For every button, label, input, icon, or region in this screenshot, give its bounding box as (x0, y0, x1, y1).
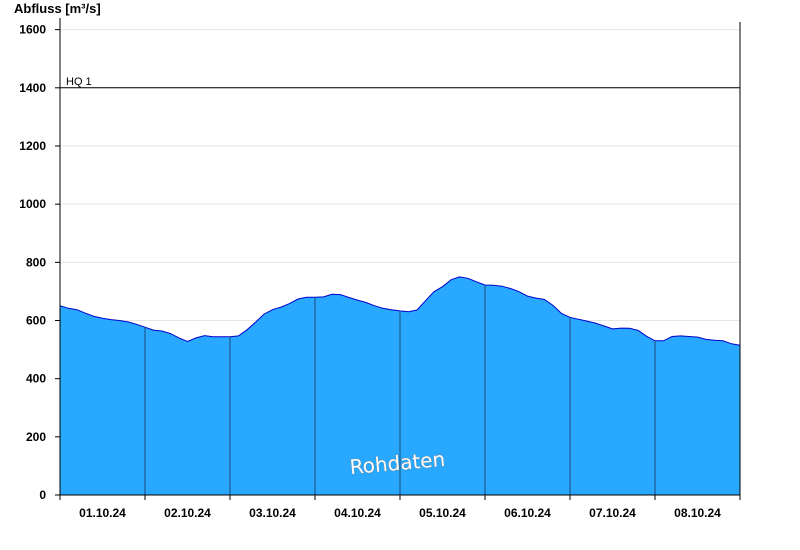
reference-line-group: HQ 1 (60, 76, 740, 89)
x-tick-label: 08.10.24 (674, 506, 721, 520)
y-axis-label: Abfluss [m³/s] (14, 1, 101, 16)
y-tick-label: 1600 (19, 23, 46, 37)
hq1-label: HQ 1 (66, 76, 92, 88)
x-tick-label: 02.10.24 (164, 506, 211, 520)
y-tick-label: 400 (26, 372, 46, 386)
x-tick-label: 04.10.24 (334, 506, 381, 520)
x-tick-labels: 01.10.24 02.10.24 03.10.24 04.10.24 05.10.24… (59, 495, 741, 520)
x-tick-label: 05.10.24 (419, 506, 466, 520)
day-dividers (144, 285, 656, 495)
y-tick-label: 800 (26, 255, 46, 269)
x-tick-label: 03.10.24 (249, 506, 296, 520)
x-tick-label: 06.10.24 (504, 506, 551, 520)
y-tick-label: 0 (39, 488, 46, 502)
x-tick-label: 07.10.24 (589, 506, 636, 520)
y-tick-label: 200 (26, 430, 46, 444)
y-tick-labels: 0 200 400 600 800 1000 1200 1400 1600 (19, 23, 60, 502)
y-tick-label: 1200 (19, 139, 46, 153)
x-tick-label: 01.10.24 (79, 506, 126, 520)
y-tick-label: 1400 (19, 81, 46, 95)
y-tick-label: 600 (26, 313, 46, 327)
y-tick-label: 1000 (19, 197, 46, 211)
